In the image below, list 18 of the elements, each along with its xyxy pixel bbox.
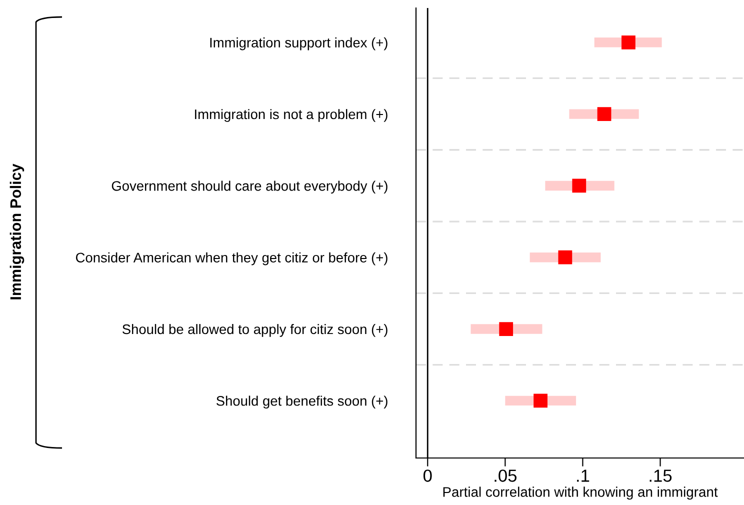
point bbox=[572, 178, 586, 193]
text: Immigration Policy bbox=[10, 164, 24, 300]
y-tick-label: Should get benefits soon (+) bbox=[216, 396, 388, 409]
x-tick-label: 0 bbox=[423, 470, 432, 482]
x-tick-label: .05 bbox=[494, 470, 517, 482]
y-tick-label: Immigration is not a problem (+) bbox=[195, 109, 388, 122]
y-tick-label: Immigration support index (+) bbox=[210, 37, 388, 50]
x-tick-label: .15 bbox=[650, 470, 672, 482]
y-tick-label: Government should care about everybody (+) bbox=[112, 180, 388, 194]
point bbox=[499, 322, 514, 336]
x-axis-title: Partial correlation with knowing an immigrant bbox=[443, 486, 718, 500]
point bbox=[534, 394, 548, 408]
y-tick-label: Consider American when they get citiz or before (+) bbox=[76, 252, 388, 266]
point bbox=[558, 250, 572, 264]
y-tick-label: Should be allowed to apply for citiz soon (+) bbox=[122, 324, 388, 337]
point bbox=[597, 107, 612, 121]
x-tick-label: .1 bbox=[577, 470, 590, 482]
point bbox=[622, 35, 636, 50]
